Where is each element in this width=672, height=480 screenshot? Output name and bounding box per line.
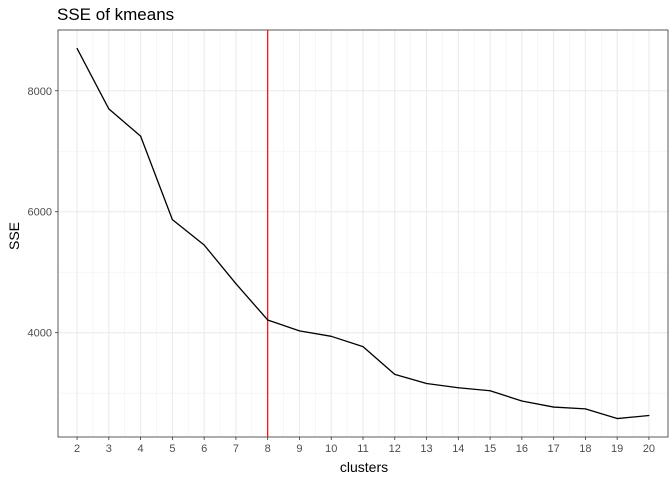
sse-point: [553, 406, 555, 408]
sse-point: [616, 417, 618, 420]
y-axis-title: SSE: [6, 222, 22, 250]
sse-point: [394, 373, 396, 376]
x-tick-label: 9: [296, 443, 302, 455]
x-tick-label: 16: [516, 443, 528, 455]
x-tick-label: 10: [325, 443, 337, 455]
sse-point: [425, 382, 428, 385]
x-tick-label: 17: [548, 443, 560, 455]
sse-point: [521, 400, 523, 402]
sse-point: [108, 108, 110, 110]
x-tick-label: 18: [579, 443, 591, 455]
sse-point: [648, 414, 650, 417]
sse-point: [267, 319, 269, 321]
sse-point: [76, 47, 78, 50]
chart-title: SSE of kmeans: [57, 5, 174, 24]
x-tick-label: 19: [611, 443, 623, 455]
sse-point: [235, 283, 237, 285]
x-tick-label: 3: [106, 443, 112, 455]
sse-point: [140, 135, 142, 137]
x-tick-label: 5: [169, 443, 175, 455]
sse-point: [330, 335, 332, 337]
x-tick-label: 6: [201, 443, 207, 455]
x-tick-label: 7: [233, 443, 239, 455]
x-tick-label: 11: [357, 443, 368, 455]
x-tick-label: 13: [420, 443, 432, 455]
x-axis-title: clusters: [340, 459, 388, 475]
x-tick-label: 2: [74, 443, 80, 455]
x-tick-label: 4: [138, 443, 144, 455]
y-tick-label: 6000: [28, 207, 52, 219]
x-tick-label: 15: [484, 443, 496, 455]
y-tick-label: 8000: [28, 86, 52, 98]
sse-point: [457, 387, 459, 389]
x-axis: 2 3 4 5 6 7 8 9 10 11 12 13 14 15 16 17 18 19 20: [74, 437, 655, 455]
sse-point: [362, 345, 364, 348]
y-tick-label: 4000: [28, 328, 52, 340]
plot-marks: [76, 30, 650, 437]
sse-point: [584, 408, 586, 410]
sse-point: [203, 244, 205, 246]
x-tick-label: 12: [389, 443, 401, 455]
y-axis: 4000 6000 8000: [28, 86, 58, 340]
grid: [58, 30, 668, 437]
x-tick-label: 8: [265, 443, 271, 455]
x-tick-label: 20: [643, 443, 655, 455]
sse-point: [171, 218, 173, 221]
sse-point: [298, 330, 301, 332]
sse-point: [489, 390, 491, 392]
x-tick-label: 14: [452, 443, 464, 455]
